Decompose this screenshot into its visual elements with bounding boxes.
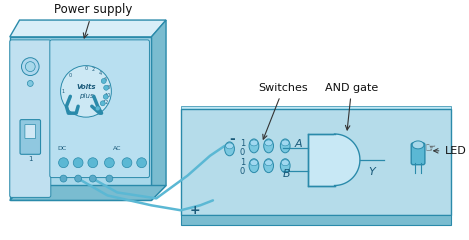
Text: plus: plus <box>79 93 93 99</box>
Text: Y: Y <box>368 167 375 177</box>
Ellipse shape <box>226 143 234 149</box>
FancyBboxPatch shape <box>50 40 150 178</box>
Text: B: B <box>282 169 290 179</box>
Text: 1: 1 <box>240 158 245 167</box>
Polygon shape <box>181 106 451 109</box>
Ellipse shape <box>225 142 234 156</box>
FancyBboxPatch shape <box>20 120 40 154</box>
Ellipse shape <box>250 140 258 146</box>
Text: 10: 10 <box>105 93 111 98</box>
Text: 0: 0 <box>84 66 88 71</box>
Circle shape <box>137 158 146 168</box>
Text: 0: 0 <box>68 73 72 78</box>
Circle shape <box>88 158 98 168</box>
Text: A: A <box>294 139 302 149</box>
Ellipse shape <box>249 159 259 173</box>
Text: 1: 1 <box>240 139 245 148</box>
Text: +: + <box>190 204 201 217</box>
Circle shape <box>27 80 33 86</box>
Bar <box>308 134 334 186</box>
Text: DC: DC <box>57 146 66 151</box>
Text: ☞: ☞ <box>425 142 436 155</box>
Circle shape <box>100 101 105 106</box>
Ellipse shape <box>281 160 289 166</box>
Ellipse shape <box>265 140 272 146</box>
Circle shape <box>75 175 82 182</box>
Polygon shape <box>10 186 166 200</box>
Text: 8: 8 <box>106 85 110 90</box>
Circle shape <box>60 175 67 182</box>
Text: Switches: Switches <box>258 83 308 139</box>
Text: 4: 4 <box>99 72 102 76</box>
Text: AC: AC <box>113 146 121 151</box>
FancyBboxPatch shape <box>411 143 425 165</box>
Ellipse shape <box>265 160 272 166</box>
Text: LED: LED <box>434 146 466 156</box>
Text: AND gate: AND gate <box>325 83 378 130</box>
Circle shape <box>106 175 113 182</box>
FancyBboxPatch shape <box>10 40 51 197</box>
Circle shape <box>90 175 96 182</box>
Text: 0: 0 <box>240 148 245 157</box>
Ellipse shape <box>281 140 289 146</box>
Text: 1: 1 <box>62 89 65 94</box>
Circle shape <box>103 94 108 99</box>
Text: -: - <box>230 132 235 146</box>
Ellipse shape <box>250 160 258 166</box>
Circle shape <box>105 158 114 168</box>
Polygon shape <box>10 20 166 37</box>
Circle shape <box>61 66 111 117</box>
Ellipse shape <box>280 159 290 173</box>
FancyBboxPatch shape <box>10 37 151 200</box>
Text: 0: 0 <box>240 167 245 176</box>
Ellipse shape <box>264 139 273 153</box>
Circle shape <box>59 158 68 168</box>
Text: 6: 6 <box>104 78 107 83</box>
Polygon shape <box>181 109 451 215</box>
Circle shape <box>101 78 106 84</box>
Ellipse shape <box>249 139 259 153</box>
FancyBboxPatch shape <box>25 125 36 138</box>
Circle shape <box>22 58 39 76</box>
Text: 12: 12 <box>102 100 108 105</box>
Text: Power supply: Power supply <box>54 3 132 38</box>
Circle shape <box>95 106 100 111</box>
Circle shape <box>104 85 109 90</box>
Polygon shape <box>181 215 451 225</box>
Circle shape <box>122 158 132 168</box>
Ellipse shape <box>264 159 273 173</box>
Polygon shape <box>334 134 360 186</box>
Circle shape <box>73 158 83 168</box>
Text: 2: 2 <box>92 67 95 72</box>
Circle shape <box>25 62 35 72</box>
Ellipse shape <box>412 141 424 149</box>
Text: 1: 1 <box>28 156 32 162</box>
Ellipse shape <box>280 139 290 153</box>
Text: Volts: Volts <box>76 84 96 90</box>
Polygon shape <box>151 20 166 200</box>
